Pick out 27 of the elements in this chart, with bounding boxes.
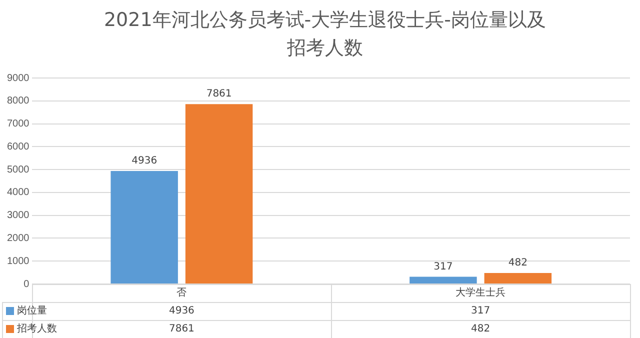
data-label: 4936 (168, 306, 194, 317)
data-label: 7861 (168, 324, 194, 335)
annotation: 317 (434, 261, 453, 272)
legend-label: 岗位量 (17, 304, 47, 317)
bar (185, 104, 253, 284)
annotation: 482 (508, 258, 528, 269)
y-tick-label: 4000 (6, 187, 30, 198)
y-tick-label: 1000 (6, 256, 30, 267)
y-tick-label: 5000 (6, 164, 30, 176)
x-tick-label: 否 (176, 288, 187, 299)
chart-title: 2021年河北公务员考试-大学生退役士兵-岗位量以及招考人数 (102, 8, 548, 61)
bar (484, 272, 552, 284)
annotation: 7861 (206, 88, 232, 100)
y-tick-label: 0 (24, 278, 30, 290)
bar (410, 276, 477, 284)
data-label: 317 (471, 306, 490, 317)
legend-label: 招考人数 (16, 322, 57, 335)
y-tick-label: 2000 (6, 232, 30, 244)
x-tick-label: 大学生士兵 (456, 286, 506, 299)
y-tick-label: 9000 (6, 72, 30, 84)
data-label: 482 (471, 324, 490, 335)
y-tick-label: 7000 (6, 118, 30, 130)
annotation: 4936 (132, 156, 158, 167)
y-tick-label: 6000 (6, 141, 30, 152)
y-tick-label: 8000 (6, 96, 30, 107)
bar (110, 171, 178, 284)
y-tick-label: 3000 (6, 210, 30, 222)
